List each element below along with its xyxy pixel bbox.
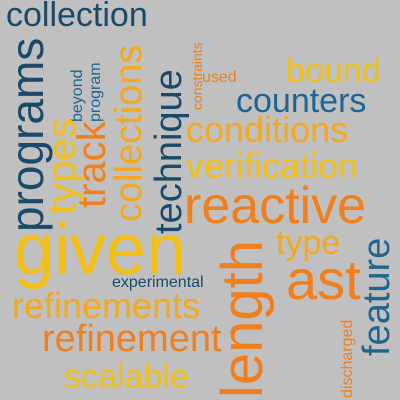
- word-ast: ast: [286, 248, 361, 311]
- word-discharged: discharged: [339, 319, 356, 398]
- word-bound: bound: [286, 52, 381, 90]
- word-conditions: conditions: [186, 109, 349, 150]
- word-length: length: [210, 239, 275, 398]
- word-given: given: [14, 210, 187, 290]
- word-used: used: [202, 69, 237, 86]
- word-refinement: refinement: [42, 318, 222, 360]
- word-experimental: experimental: [112, 274, 204, 291]
- word-collection: collection: [6, 0, 148, 34]
- word-feature: feature: [356, 237, 398, 356]
- word-program: program: [87, 62, 104, 122]
- word-counters: counters: [236, 82, 367, 120]
- word-beyond: beyond: [69, 69, 86, 123]
- word-reactive: reactive: [184, 177, 367, 235]
- word-type: type: [276, 224, 341, 262]
- word-verification: verification: [186, 145, 359, 186]
- word-track: track: [70, 121, 114, 208]
- word-refinements: refinements: [12, 285, 201, 326]
- word-collections: collections: [108, 44, 150, 222]
- word-scalable: scalable: [64, 358, 189, 396]
